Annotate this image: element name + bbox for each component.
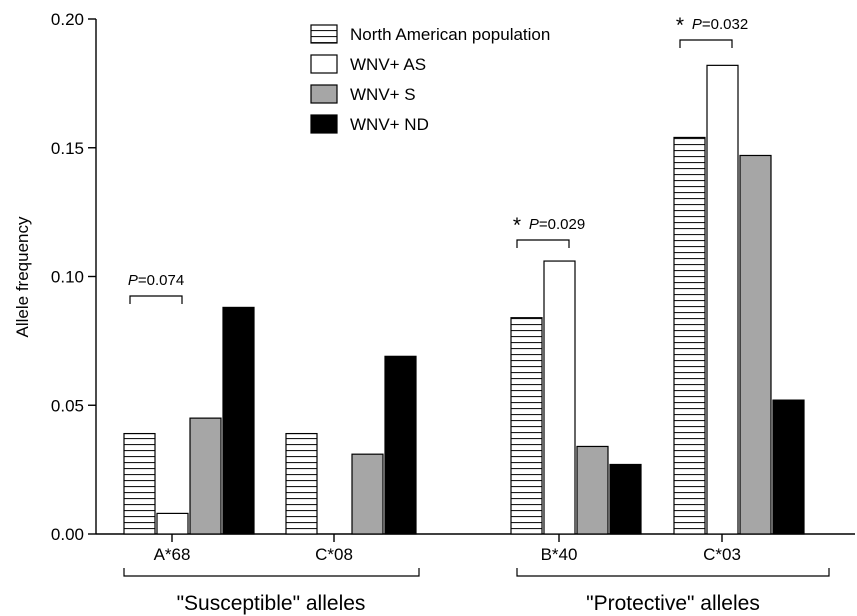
- y-tick-label: 0.10: [51, 268, 84, 287]
- significance-bracket: [516, 239, 570, 248]
- y-tick-label: 0.05: [51, 396, 84, 415]
- bar: [576, 445, 609, 535]
- bar: [189, 417, 222, 535]
- x-tick-label: C*08: [315, 545, 353, 564]
- legend-label: WNV+ S: [350, 85, 416, 104]
- p-value-label: P=0.029: [529, 216, 585, 233]
- p-value-label: P=0.074: [128, 272, 184, 289]
- legend-label: WNV+ AS: [350, 55, 426, 74]
- legend-label: WNV+ ND: [350, 115, 429, 134]
- significance-bracket: [679, 39, 733, 48]
- significance-star: *: [513, 214, 521, 237]
- x-axis: A*68 C*08 B*40 C*03: [96, 533, 855, 564]
- legend-swatch: [310, 24, 338, 44]
- y-axis: 0.00 0.05 0.10 0.15 0.20: [51, 10, 97, 544]
- bar: [772, 399, 805, 535]
- legend-swatch: [310, 114, 338, 134]
- significance-bracket: [129, 295, 183, 304]
- legend-swatch: [310, 84, 338, 104]
- x-tick-label: C*03: [703, 545, 741, 564]
- bar: [673, 136, 706, 535]
- y-tick-label: 0.00: [51, 525, 84, 544]
- p-italic: P: [529, 216, 539, 233]
- bar: [156, 512, 189, 535]
- group-label: "Susceptible" alleles: [177, 592, 366, 615]
- significance-star: *: [676, 14, 684, 37]
- group-bracket: [123, 568, 420, 577]
- bar: [222, 306, 255, 535]
- bar: [351, 453, 384, 535]
- y-tick-label: 0.15: [51, 139, 84, 158]
- bar: [285, 432, 318, 535]
- y-tick-label: 0.20: [51, 10, 84, 29]
- y-axis-label: Allele frequency: [13, 216, 32, 337]
- legend-swatch: [310, 54, 338, 74]
- bar: [123, 432, 156, 535]
- x-tick-label: A*68: [154, 545, 191, 564]
- bar: [706, 64, 739, 535]
- bar: [739, 154, 772, 535]
- legend-label: North American population: [350, 25, 550, 44]
- p-italic: P: [128, 272, 138, 289]
- bar: [609, 463, 642, 535]
- group-bracket: [516, 568, 830, 577]
- bar: [384, 355, 417, 535]
- bar: [510, 317, 543, 535]
- legend: North American population WNV+ AS WNV+ S WN…: [310, 24, 550, 134]
- p-italic: P: [692, 16, 702, 33]
- p-value: =0.032: [702, 16, 748, 33]
- bars: [123, 64, 805, 535]
- allele-group-brackets: "Susceptible" alleles "Protective" allele…: [123, 568, 830, 615]
- p-value: =0.074: [138, 272, 184, 289]
- p-value: =0.029: [539, 216, 585, 233]
- p-value-label: P=0.032: [692, 16, 748, 33]
- bar: [543, 260, 576, 535]
- group-label: "Protective" alleles: [586, 592, 760, 615]
- x-tick-label: B*40: [541, 545, 578, 564]
